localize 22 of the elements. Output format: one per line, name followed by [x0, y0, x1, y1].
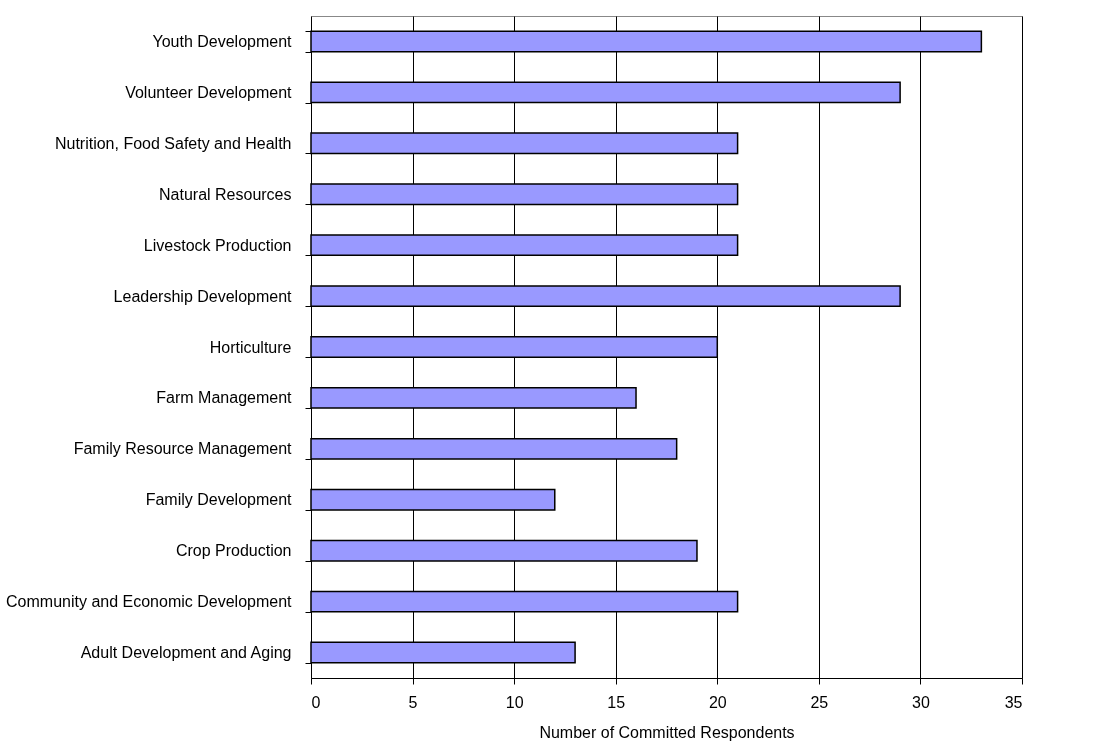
x-tick-label: 5 [408, 693, 418, 711]
y-tick-label: Community and Economic Development [6, 593, 293, 611]
y-tick-label: Youth Development [152, 32, 293, 50]
y-tick-label: Crop Production [175, 542, 292, 560]
y-tick-label: Farm Management [156, 389, 293, 407]
y-tick-label: Family Resource Management [73, 440, 293, 458]
x-tick-label: 30 [912, 693, 930, 711]
x-tick-label: 0 [311, 693, 321, 711]
x-axis-title: Number of Committed Respondents [539, 723, 795, 741]
x-tick-label: 15 [607, 693, 626, 711]
y-tick-label: Leadership Development [113, 287, 293, 305]
y-tick-label: Nutrition, Food Safety and Health [54, 134, 292, 152]
y-tick-label: Livestock Production [143, 236, 292, 254]
y-tick-label: Natural Resources [159, 185, 292, 203]
y-tick-label: Adult Development and Aging [80, 644, 292, 662]
y-tick-label: Volunteer Development [125, 83, 293, 101]
x-tick-label: 20 [708, 693, 727, 711]
x-tick-label: 10 [505, 693, 524, 711]
x-tick-label: 35 [1004, 693, 1023, 711]
x-tick-label: 25 [810, 693, 829, 711]
y-tick-label: Family Development [145, 491, 293, 509]
y-tick-label: Horticulture [209, 338, 292, 356]
